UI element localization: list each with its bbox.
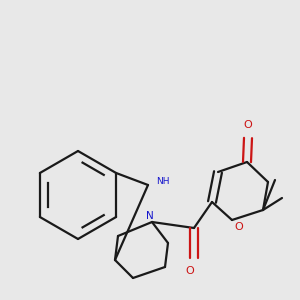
Text: O: O <box>244 120 252 130</box>
Text: O: O <box>234 222 243 232</box>
Text: O: O <box>186 266 194 276</box>
Text: N: N <box>146 211 154 221</box>
Text: NH: NH <box>156 178 169 187</box>
